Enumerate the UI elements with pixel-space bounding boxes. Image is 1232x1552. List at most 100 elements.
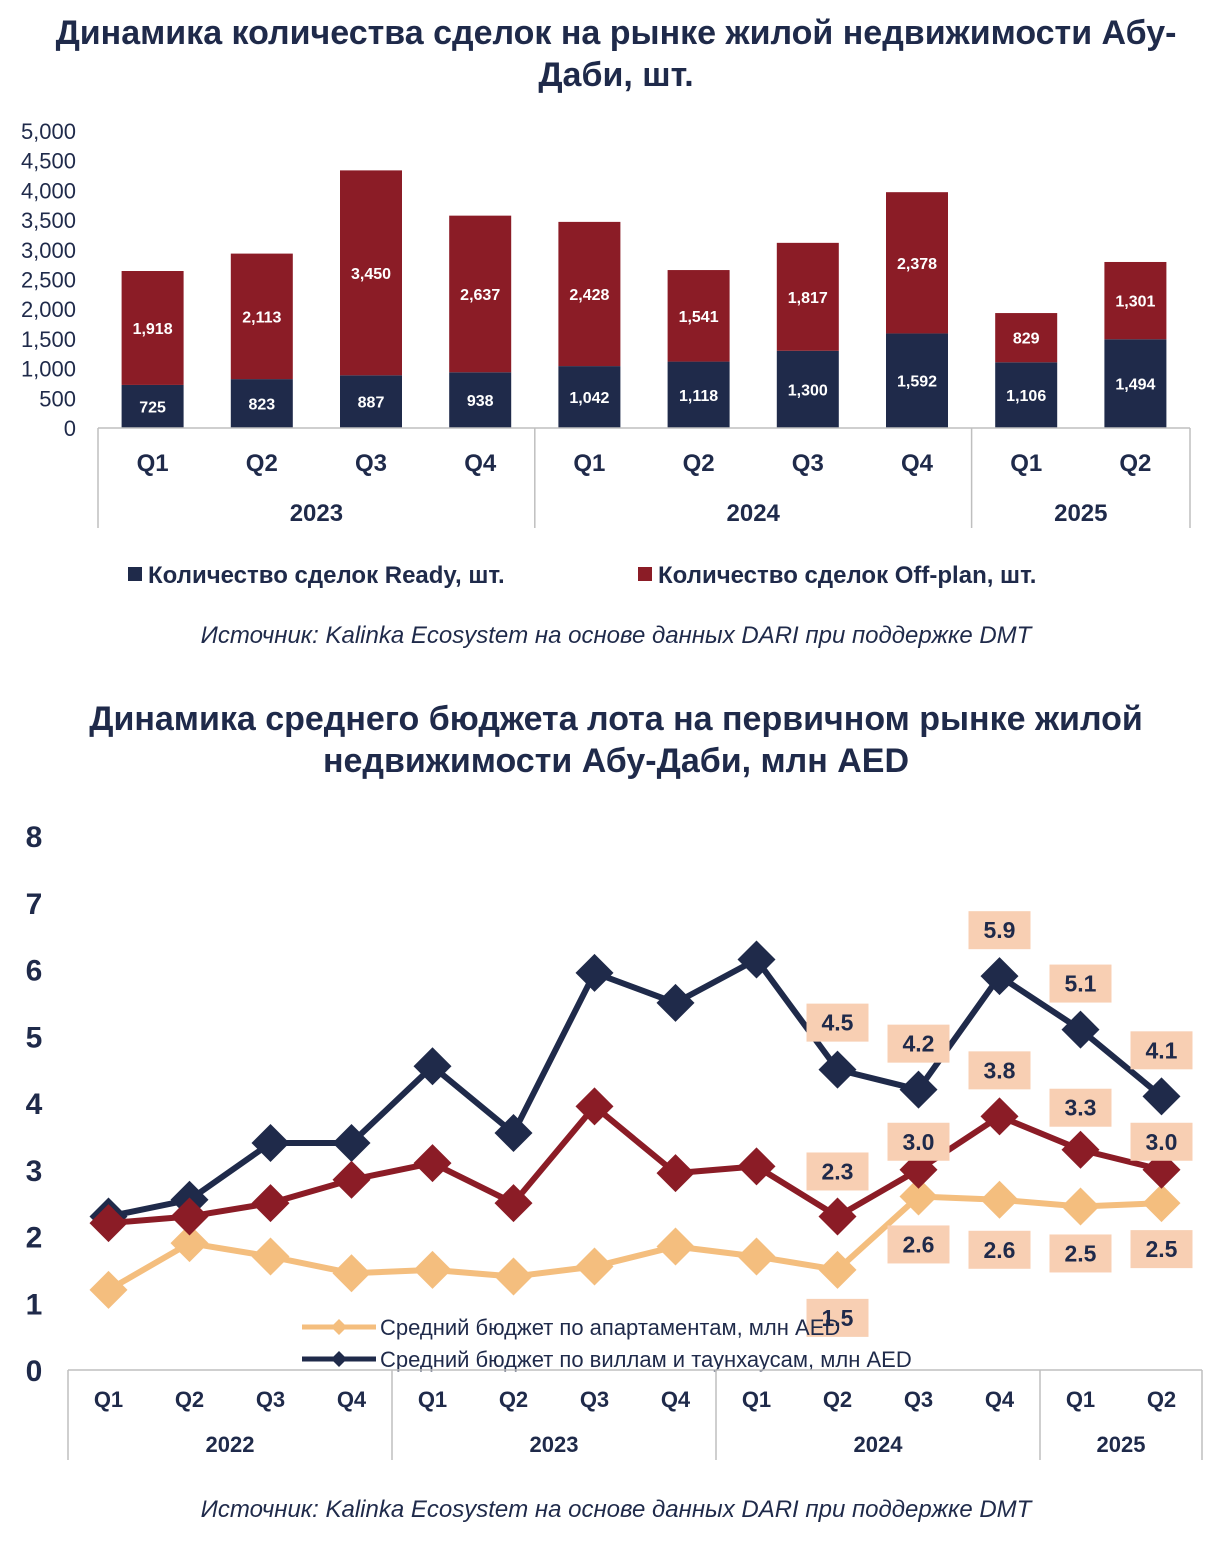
x-tick-label: Q2 bbox=[823, 1387, 852, 1412]
data-label-box bbox=[887, 1225, 950, 1264]
series-marker bbox=[170, 1224, 209, 1263]
data-label-box bbox=[1049, 1234, 1112, 1273]
bar-offplan-label: 829 bbox=[1013, 331, 1040, 348]
bar-offplan-label: 3,450 bbox=[351, 266, 391, 283]
x-tick-label: Q1 bbox=[1066, 1387, 1095, 1412]
series-marker bbox=[413, 1250, 452, 1289]
bar-offplan-label: 2,637 bbox=[460, 287, 500, 304]
chart1-bar-chart: 0 500 1,000 1,500 2,000 2,500 3,000 3,500 4,000 4… bbox=[21, 119, 1191, 589]
series-marker bbox=[656, 1227, 695, 1266]
chart1-source: Источник: Kalinka Ecosystem на основе да… bbox=[200, 622, 1032, 649]
x-tick-label: Q1 bbox=[418, 1387, 447, 1412]
y-tick-label: 2 bbox=[26, 1222, 43, 1255]
series-marker bbox=[980, 957, 1019, 996]
series-marker bbox=[899, 1177, 938, 1216]
series-marker bbox=[494, 1114, 533, 1153]
data-label: 5.1 bbox=[1065, 971, 1097, 997]
data-label-box bbox=[1049, 964, 1112, 1003]
bar-offplan-label: 1,541 bbox=[679, 309, 719, 326]
data-label-box bbox=[806, 1298, 869, 1337]
x-tick-label: Q4 bbox=[337, 1387, 367, 1412]
data-label-box bbox=[887, 1024, 950, 1063]
series-marker bbox=[575, 953, 614, 992]
x-tick-label: Q1 bbox=[1010, 450, 1042, 477]
bar-ready-label: 887 bbox=[358, 395, 385, 412]
chart2-title-line1: Динамика среднего бюджета лота на первич… bbox=[89, 700, 1143, 738]
year-group-label: 2024 bbox=[854, 1432, 904, 1457]
bar-offplan-label: 2,113 bbox=[242, 309, 281, 326]
chart1-title: Динамика количества сделок на рынке жило… bbox=[0, 12, 1232, 96]
bar-ready-label: 1,118 bbox=[679, 388, 718, 405]
bar-offplan bbox=[449, 215, 512, 373]
bar-ready bbox=[776, 350, 839, 428]
legend-swatch bbox=[128, 567, 142, 581]
bar-offplan bbox=[558, 221, 621, 367]
chart2-title-line2: недвижимости Абу-Даби, млн AED bbox=[322, 742, 910, 780]
data-label-box bbox=[1130, 1031, 1193, 1070]
data-label: 3.8 bbox=[984, 1057, 1016, 1083]
x-tick-label: Q1 bbox=[94, 1387, 123, 1412]
bar-ready bbox=[667, 361, 730, 428]
data-label: 4.2 bbox=[903, 1031, 935, 1057]
y-tick-label: 4,000 bbox=[21, 178, 76, 203]
chart1-title-line1: Динамика количества сделок на рынке жило… bbox=[55, 14, 1177, 52]
series-marker bbox=[332, 1254, 371, 1293]
bar-ready bbox=[340, 375, 402, 428]
x-tick-label: Q4 bbox=[901, 450, 934, 477]
year-group-label: 2024 bbox=[727, 500, 781, 527]
series-marker bbox=[332, 1160, 371, 1199]
bar-offplan bbox=[667, 270, 730, 362]
bar-ready-label: 725 bbox=[139, 399, 166, 416]
bar-offplan-label: 1,301 bbox=[1115, 294, 1155, 311]
data-label: 2.5 bbox=[1065, 1240, 1097, 1266]
data-label: 4.5 bbox=[822, 1010, 854, 1036]
x-tick-label: Q4 bbox=[661, 1387, 691, 1412]
bar-ready-label: 938 bbox=[467, 393, 494, 410]
bar-offplan bbox=[995, 313, 1058, 363]
data-label: 3.0 bbox=[903, 1129, 935, 1155]
series-marker bbox=[494, 1257, 533, 1296]
bar-ready bbox=[886, 333, 948, 428]
y-tick-label: 1 bbox=[26, 1288, 43, 1321]
series-marker bbox=[818, 1250, 857, 1289]
x-tick-label: Q3 bbox=[355, 450, 387, 477]
data-label: 4.1 bbox=[1146, 1037, 1178, 1063]
data-label-box bbox=[1049, 1088, 1112, 1127]
series-marker bbox=[980, 1097, 1019, 1136]
legend-label: Средний бюджет по апартаментам, млн AED bbox=[380, 1315, 840, 1340]
series-marker bbox=[89, 1204, 128, 1243]
year-group-label: 2025 bbox=[1054, 500, 1107, 527]
bar-ready-label: 1,106 bbox=[1006, 388, 1046, 405]
data-label: 2.5 bbox=[1146, 1236, 1178, 1262]
x-tick-label: Q3 bbox=[792, 450, 824, 477]
series-marker bbox=[413, 1144, 452, 1183]
series-marker bbox=[251, 1124, 290, 1163]
x-tick-label: Q3 bbox=[256, 1387, 285, 1412]
legend-marker bbox=[331, 1319, 347, 1335]
bar-offplan bbox=[230, 253, 293, 380]
x-tick-label: Q2 bbox=[1119, 450, 1151, 477]
series-marker bbox=[737, 1147, 776, 1186]
y-tick-label: 0 bbox=[26, 1355, 43, 1388]
y-tick-label: 2,500 bbox=[21, 268, 76, 293]
legend-swatch bbox=[638, 567, 652, 581]
x-tick-label: Q1 bbox=[137, 450, 169, 477]
series-marker bbox=[251, 1184, 290, 1223]
data-label: 2.6 bbox=[984, 1237, 1016, 1263]
series-marker bbox=[494, 1184, 533, 1223]
series-marker bbox=[737, 1237, 776, 1276]
y-tick-label: 1,000 bbox=[21, 357, 76, 382]
bar-offplan-label: 2,428 bbox=[569, 287, 609, 304]
y-tick-label: 3,500 bbox=[21, 208, 76, 233]
bar-offplan-label: 2,378 bbox=[897, 256, 937, 273]
chart2-source: Источник: Kalinka Ecosystem на основе да… bbox=[200, 1496, 1032, 1523]
bar-ready-label: 1,494 bbox=[1115, 377, 1155, 394]
y-tick-label: 2,000 bbox=[21, 297, 76, 322]
bar-offplan-label: 1,817 bbox=[788, 290, 828, 307]
x-tick-label: Q2 bbox=[1147, 1387, 1176, 1412]
series-marker bbox=[818, 1050, 857, 1089]
series-marker bbox=[575, 1087, 614, 1126]
series-marker bbox=[89, 1270, 128, 1309]
x-tick-label: Q2 bbox=[175, 1387, 204, 1412]
x-tick-label: Q3 bbox=[580, 1387, 609, 1412]
